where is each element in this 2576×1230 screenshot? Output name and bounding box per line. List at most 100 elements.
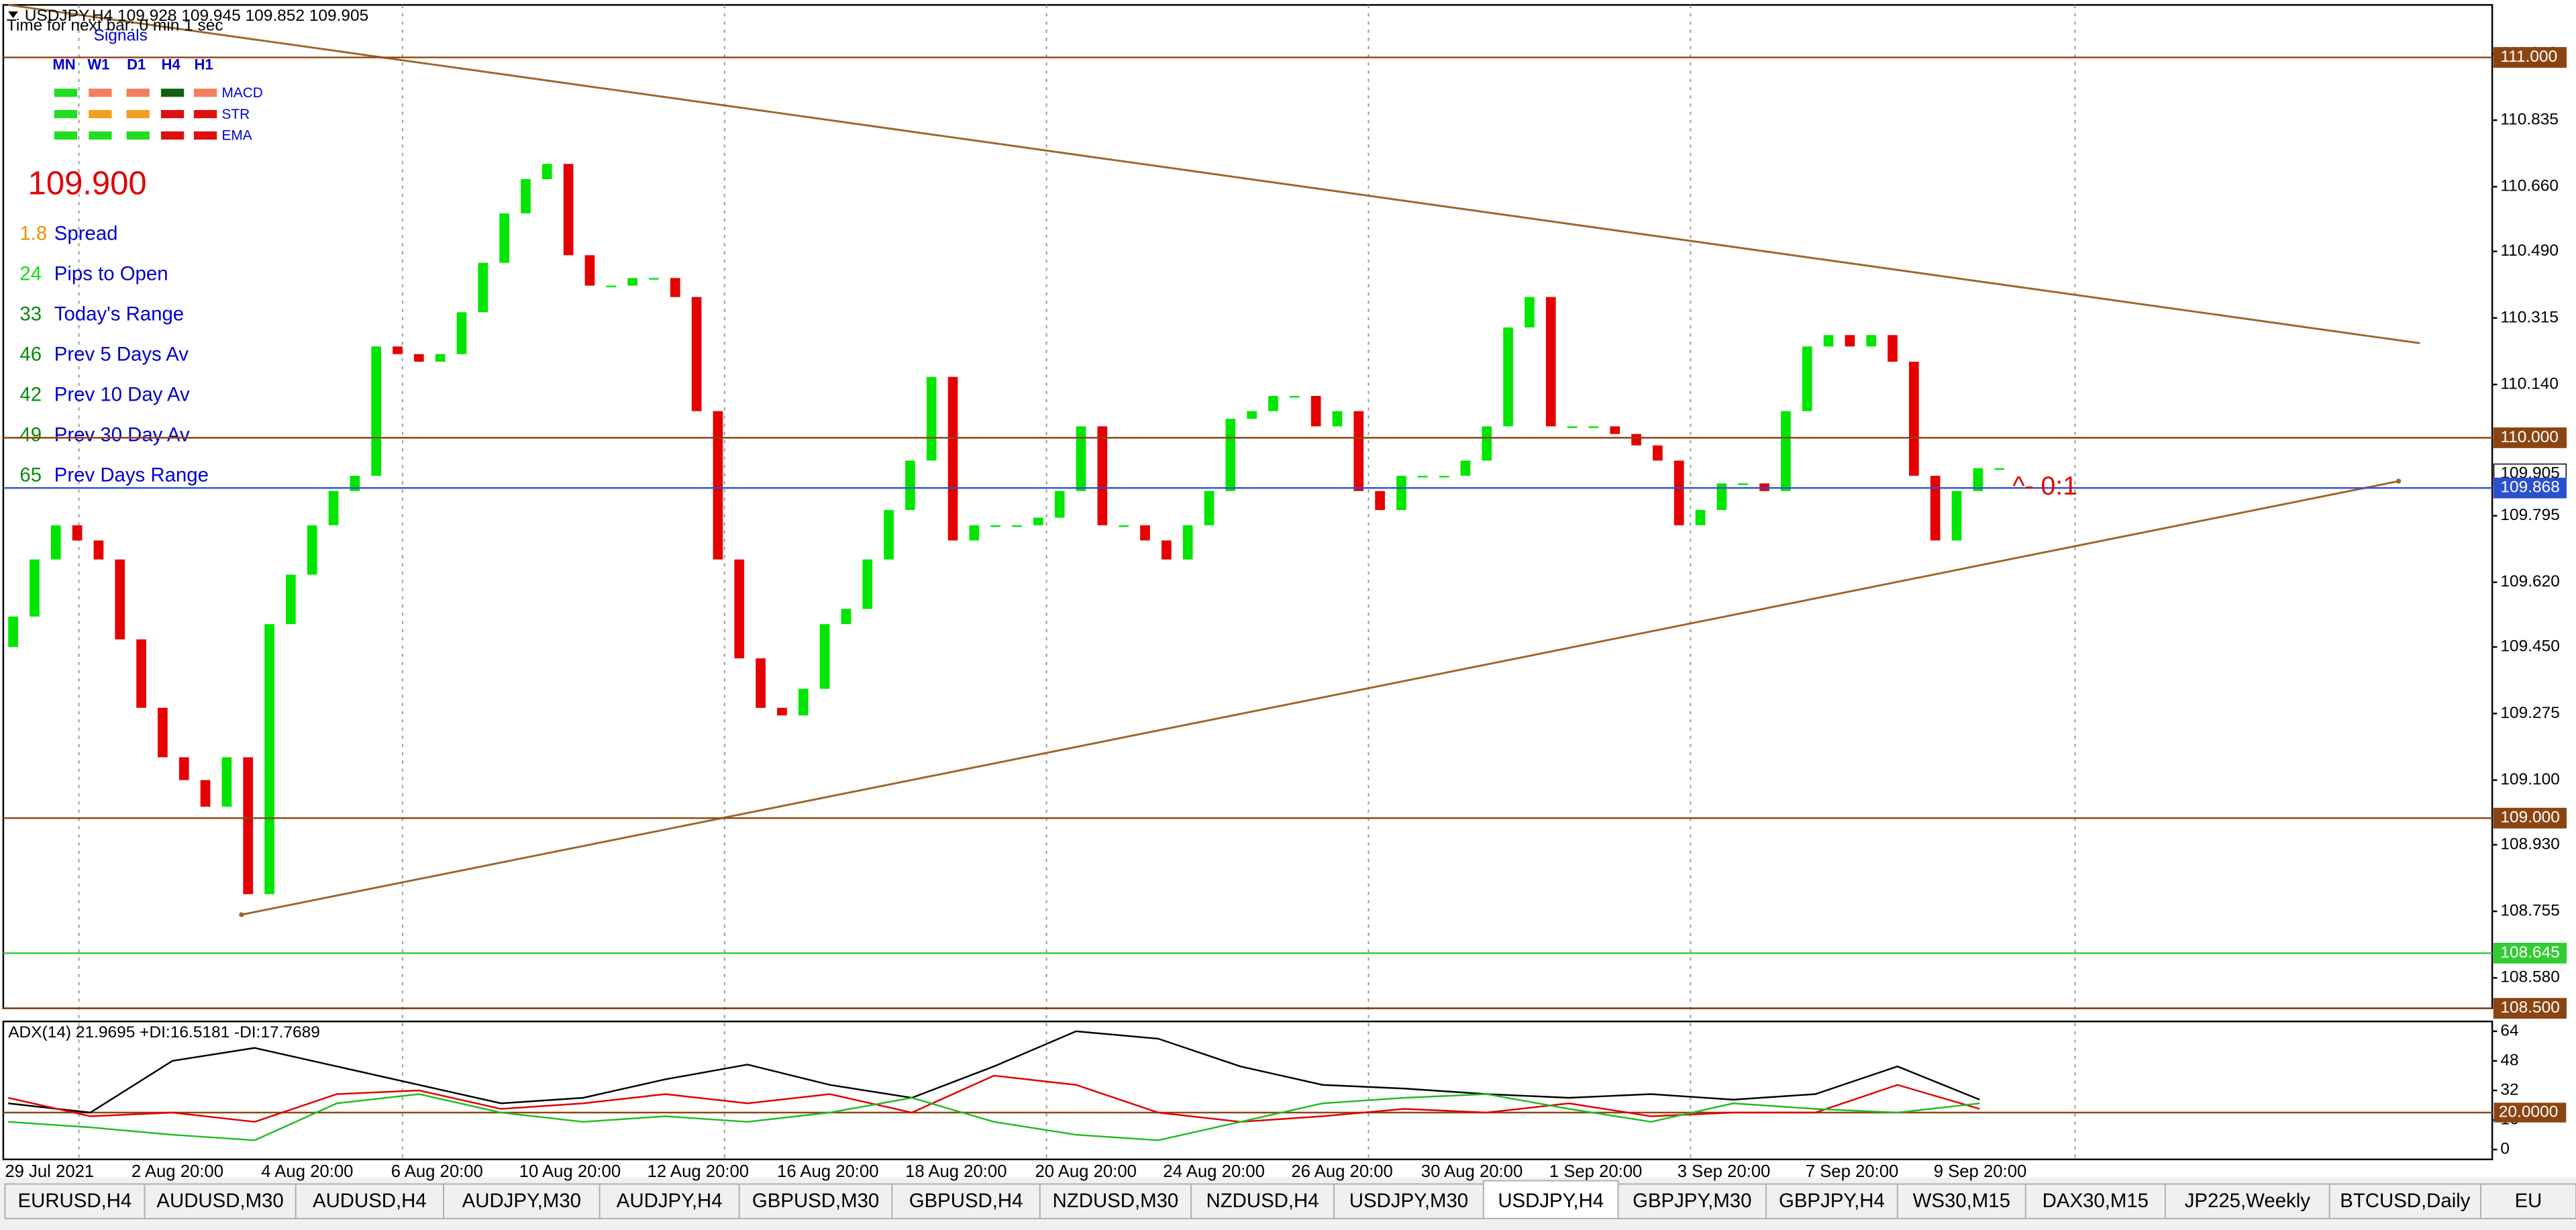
- candle: [1888, 335, 1898, 362]
- signal-row-label: MACD: [222, 85, 263, 101]
- tab-label[interactable]: BTCUSD,Daily: [2340, 1190, 2470, 1212]
- candle: [1588, 426, 1599, 428]
- tab[interactable]: [1896, 1183, 2026, 1219]
- x-tick-label: 18 Aug 20:00: [905, 1162, 1007, 1181]
- candle: [478, 262, 488, 313]
- tab-label[interactable]: EU: [2515, 1190, 2542, 1212]
- candle: [1460, 460, 1471, 476]
- signal-column: W1: [87, 56, 109, 73]
- week-separators: [78, 5, 2076, 1160]
- signal-block: [89, 89, 112, 97]
- stat-label: Prev 10 Day Av: [54, 384, 190, 406]
- tab[interactable]: [443, 1183, 601, 1219]
- tab-label[interactable]: EURUSD,H4: [18, 1190, 132, 1212]
- candle: [691, 297, 702, 411]
- candle: [1503, 327, 1513, 427]
- tab-label[interactable]: GBPUSD,M30: [752, 1190, 879, 1212]
- candle: [819, 624, 830, 689]
- y-tick-label: 110.835: [2500, 111, 2559, 129]
- candle: [1417, 476, 1428, 478]
- tab[interactable]: [891, 1183, 1041, 1219]
- candle: [563, 164, 574, 256]
- stat-label: Today's Range: [54, 303, 184, 325]
- y-tick-label: 48: [2500, 1051, 2518, 1069]
- candle: [1482, 426, 1492, 461]
- signal-block: [126, 131, 150, 140]
- candle: [584, 255, 595, 286]
- tab-label[interactable]: AUDJPY,H4: [617, 1190, 723, 1212]
- candle: [1353, 411, 1364, 491]
- tab-label[interactable]: AUDUSD,M30: [156, 1190, 283, 1212]
- candle: [798, 688, 809, 716]
- signal-column: H4: [162, 56, 181, 73]
- stat-value: 49: [19, 424, 42, 446]
- tab-label[interactable]: GBPJPY,H4: [1779, 1190, 1885, 1212]
- candle: [1802, 346, 1812, 411]
- candle: [1375, 491, 1385, 511]
- price-level-box: [2493, 998, 2567, 1019]
- stat-label: Prev 5 Days Av: [54, 344, 189, 366]
- candle: [158, 707, 168, 758]
- candle: [1289, 396, 1300, 398]
- x-tick-label: 30 Aug 20:00: [1421, 1162, 1523, 1181]
- candle: [1631, 433, 1641, 446]
- tab-label[interactable]: WS30,M15: [1913, 1190, 2010, 1212]
- adx-line: [8, 1030, 1980, 1114]
- price-level-label: 109.000: [2500, 809, 2559, 827]
- tab[interactable]: [1617, 1183, 1767, 1219]
- y-tick-label: 109.795: [2500, 506, 2559, 524]
- tab[interactable]: [4, 1183, 146, 1219]
- candle: [1247, 411, 1257, 419]
- tab[interactable]: [2480, 1183, 2576, 1219]
- tab[interactable]: [1333, 1183, 1484, 1219]
- candle: [606, 285, 617, 288]
- signal-block: [160, 89, 185, 97]
- tab-label[interactable]: AUDJPY,M30: [462, 1190, 581, 1212]
- candle: [371, 346, 382, 476]
- signals-title: Signals: [94, 26, 148, 44]
- price-level-label: 108.645: [2500, 943, 2559, 962]
- candle: [1823, 335, 1834, 347]
- tab[interactable]: [2328, 1183, 2481, 1219]
- candle: [307, 525, 317, 575]
- candle: [1545, 297, 1556, 427]
- tab-label[interactable]: GBPUSD,H4: [909, 1190, 1023, 1212]
- candle: [1716, 483, 1727, 511]
- tab-label[interactable]: USDJPY,H4: [1498, 1190, 1604, 1212]
- tab[interactable]: [2164, 1183, 2330, 1219]
- tab-label[interactable]: AUDUSD,H4: [313, 1190, 427, 1212]
- y-tick-label: 109.275: [2500, 704, 2559, 722]
- signal-block: [126, 89, 150, 97]
- candle: [1204, 491, 1215, 525]
- tab[interactable]: [1190, 1183, 1335, 1219]
- tab-label[interactable]: DAX30,M15: [2043, 1190, 2149, 1212]
- tab[interactable]: [738, 1183, 893, 1219]
- tab[interactable]: [599, 1183, 740, 1219]
- candle: [93, 540, 104, 560]
- candle: [542, 164, 552, 179]
- tab-label[interactable]: NZDUSD,H4: [1206, 1190, 1319, 1212]
- tab-label[interactable]: USDJPY,M30: [1349, 1190, 1468, 1212]
- tab[interactable]: [1482, 1180, 1619, 1219]
- signal-block: [89, 131, 112, 140]
- y-tick-label: 109.450: [2500, 637, 2559, 656]
- tab-label[interactable]: NZDUSD,M30: [1053, 1190, 1179, 1212]
- candle: [734, 559, 745, 659]
- candle: [115, 559, 125, 639]
- candle: [521, 178, 531, 213]
- y-tick-label: 32: [2500, 1080, 2518, 1098]
- tab[interactable]: [144, 1183, 297, 1219]
- annotation: ^- 0:1: [2012, 472, 2077, 501]
- x-tick-label: 26 Aug 20:00: [1291, 1162, 1392, 1181]
- candle: [178, 757, 189, 780]
- tab-label[interactable]: GBPJPY,M30: [1633, 1190, 1751, 1212]
- candle: [862, 559, 873, 609]
- price-level-label: 111.000: [2500, 48, 2557, 66]
- tab[interactable]: [1039, 1183, 1192, 1219]
- tab-label[interactable]: JP225,Weekly: [2185, 1190, 2310, 1212]
- tab[interactable]: [295, 1183, 445, 1219]
- signal-block: [89, 109, 112, 119]
- trend-anchor: [2395, 478, 2402, 484]
